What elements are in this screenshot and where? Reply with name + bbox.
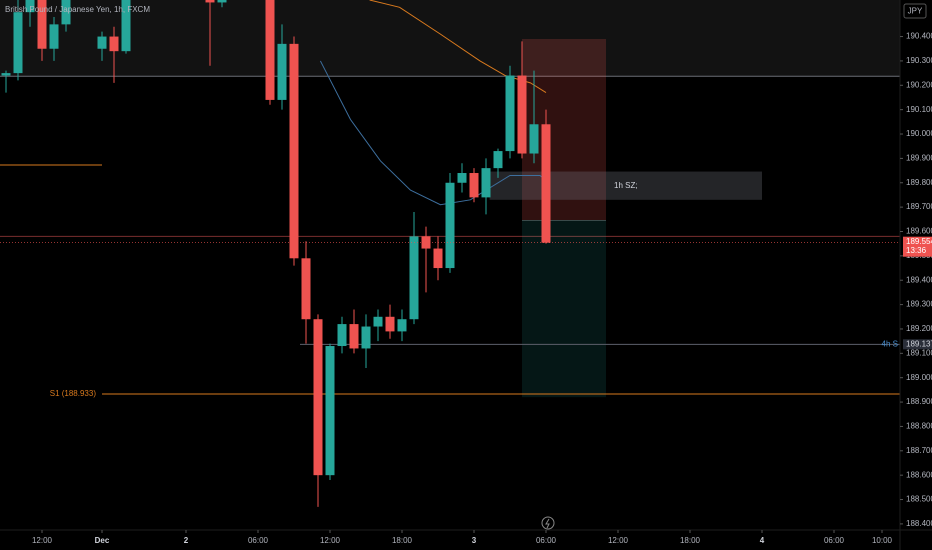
zone-4h-tag-label: 189.137	[906, 339, 932, 348]
price-tag-label: 189.554	[906, 237, 932, 246]
y-tick-label: 189.700	[906, 202, 932, 211]
support-label: S1 (188.933)	[50, 389, 97, 398]
candle-body	[517, 75, 527, 154]
x-tick-label: 3	[472, 536, 477, 545]
x-tick-label: 4	[760, 536, 765, 545]
y-tick-label: 190.100	[906, 105, 932, 114]
candle-body	[121, 0, 131, 52]
x-tick-label: 06:00	[824, 536, 845, 545]
candle-body	[49, 24, 59, 49]
candle-body	[301, 258, 311, 320]
x-tick-label: 18:00	[392, 536, 413, 545]
y-tick-label: 189.600	[906, 227, 932, 236]
supply-zone	[489, 171, 762, 200]
candle-body	[385, 316, 395, 332]
candle-body	[349, 324, 359, 349]
price-countdown: 13:36	[906, 246, 927, 255]
y-tick-label: 189.900	[906, 154, 932, 163]
candle-body	[481, 168, 491, 198]
candle-body	[397, 319, 407, 332]
y-tick-label: 190.400	[906, 32, 932, 41]
candle-body	[445, 182, 455, 269]
candle-body	[97, 36, 107, 49]
y-tick-label: 188.900	[906, 397, 932, 406]
y-tick-label: 188.500	[906, 495, 932, 504]
candle-body	[37, 0, 47, 49]
y-tick-label: 190.300	[906, 56, 932, 65]
candle-body	[313, 319, 323, 476]
moving-average	[319, 60, 547, 206]
candle-body	[277, 43, 287, 100]
x-tick-label: Dec	[95, 536, 110, 545]
candle-body	[265, 0, 275, 100]
y-tick-label: 188.600	[906, 470, 932, 479]
candle-body	[217, 0, 227, 3]
y-tick-label: 189.200	[906, 324, 932, 333]
currency: JPY	[908, 7, 923, 16]
x-tick-label: 10:00	[872, 536, 893, 545]
candle-body	[409, 236, 419, 320]
zone-label: 1h SZ;	[614, 181, 638, 190]
y-tick-label: 190.200	[906, 80, 932, 89]
candle-body	[13, 12, 23, 74]
x-tick-label: 12:00	[608, 536, 629, 545]
candle-body	[457, 173, 467, 183]
price-tag	[903, 236, 932, 257]
x-tick-label: 12:00	[320, 536, 341, 545]
x-tick-label: 12:00	[32, 536, 53, 545]
y-tick-label: 188.800	[906, 422, 932, 431]
zone-4h-tag	[903, 339, 932, 350]
candle-body	[529, 124, 539, 154]
candle-body	[469, 173, 479, 198]
candle-body	[337, 324, 347, 347]
y-tick-label: 189.300	[906, 300, 932, 309]
candle-body	[433, 248, 443, 269]
candle-body	[361, 326, 371, 349]
plot-area: 1h SZ; S1 (188.933) 4h S	[0, 0, 900, 507]
x-tick-label: 06:00	[248, 536, 269, 545]
replay-icon[interactable]	[541, 516, 555, 530]
candle-body	[25, 0, 35, 13]
x-tick-label: 2	[184, 536, 189, 545]
candle-body	[373, 316, 383, 327]
candle-body	[61, 0, 71, 25]
candle-body	[1, 73, 11, 76]
level-shade	[0, 0, 900, 77]
candle-body	[541, 124, 551, 243]
candle-body	[493, 151, 503, 169]
chart-title: British Pound / Japanese Yen, 1h, FXCM	[5, 5, 150, 14]
y-tick-label: 189.800	[906, 178, 932, 187]
y-tick-label: 188.400	[906, 519, 932, 528]
axes: 188.400 188.500 188.600 188.700 188.800 188.9…	[32, 32, 932, 545]
candle-body	[505, 75, 515, 152]
x-tick-label: 18:00	[680, 536, 701, 545]
currency-box	[903, 3, 927, 19]
candle-body	[109, 36, 119, 52]
candle-body	[289, 43, 299, 259]
candle-body	[325, 346, 335, 476]
candle-body	[205, 0, 215, 3]
y-tick-label: 188.700	[906, 446, 932, 455]
moving-average	[369, 0, 547, 94]
position-target	[522, 220, 606, 398]
y-tick-label: 189.000	[906, 373, 932, 382]
y-tick-label: 189.100	[906, 348, 932, 357]
zone-4h-text: 4h S	[882, 339, 898, 348]
y-tick-label: 189.400	[906, 275, 932, 284]
x-tick-label: 06:00	[536, 536, 557, 545]
y-tick-label: 190.000	[906, 129, 932, 138]
